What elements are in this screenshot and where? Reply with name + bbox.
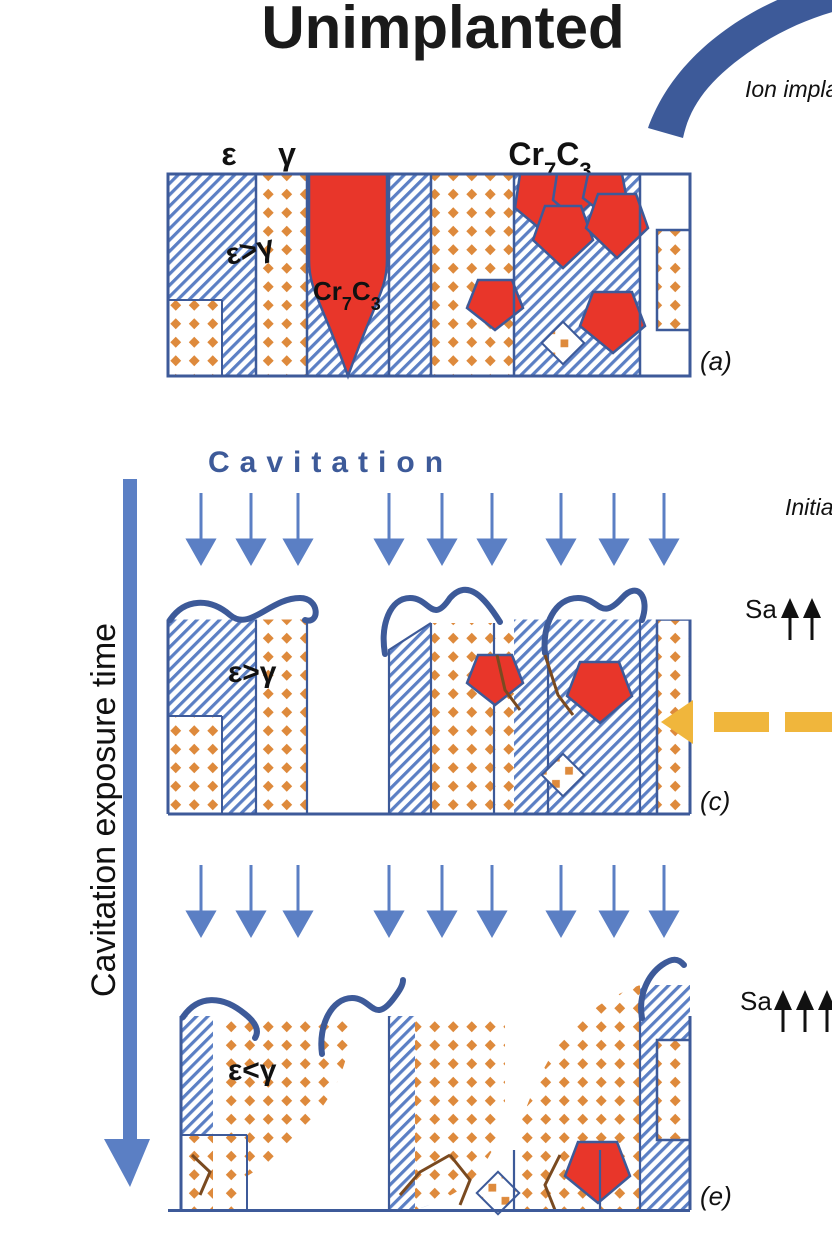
svg-text:(a): (a) (700, 346, 732, 376)
svg-text:ε: ε (221, 136, 236, 172)
svg-text:ε>γ: ε>γ (228, 656, 277, 689)
svg-text:(e): (e) (700, 1181, 732, 1211)
svg-text:Ion implantation: Ion implantation (745, 76, 832, 102)
svg-text:γ: γ (278, 136, 296, 172)
svg-text:(c): (c) (700, 786, 730, 816)
svg-text:Sa: Sa (740, 986, 772, 1016)
svg-text:Initial stage: Initial stage (785, 494, 832, 520)
svg-text:Cavitation exposure time: Cavitation exposure time (85, 623, 123, 997)
svg-text:Cavitation: Cavitation (208, 446, 453, 479)
svg-text:Unimplanted: Unimplanted (261, 0, 624, 61)
svg-text:Sa: Sa (745, 594, 777, 624)
svg-text:ε<γ: ε<γ (228, 1054, 277, 1087)
